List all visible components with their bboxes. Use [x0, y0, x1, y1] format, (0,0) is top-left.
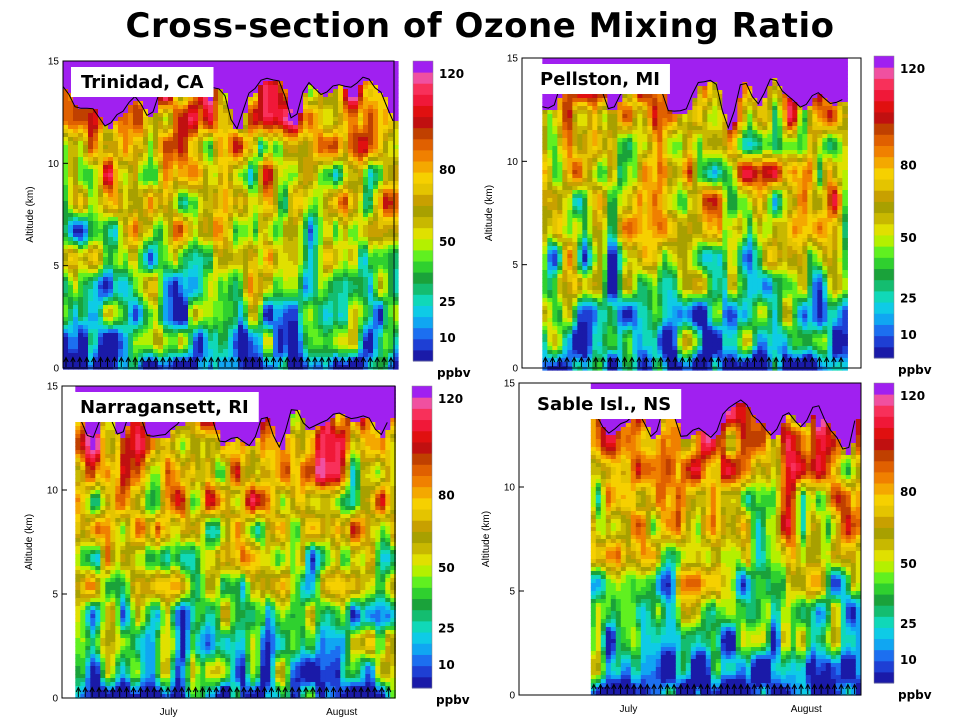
- y-tick-label: 15: [47, 382, 59, 393]
- y-tick-label: 0: [53, 364, 59, 375]
- colorbar-tick-label: 120: [438, 392, 463, 406]
- x-tick-label: August: [791, 704, 822, 715]
- y-tick-label: 10: [507, 157, 519, 168]
- x-tick-label: July: [620, 704, 638, 715]
- y-axis-label: Altitude (km): [25, 186, 36, 242]
- colorbar-tick-label: 80: [900, 485, 917, 499]
- site-label: Narragansett, RI: [70, 392, 259, 422]
- tropopause-line: [62, 76, 394, 130]
- y-tick-label: 5: [52, 590, 58, 601]
- colorbar-tick-label: 10: [900, 328, 917, 342]
- colorbar-tick-label: 25: [439, 295, 456, 309]
- colorbar-unit: ppbv: [437, 366, 471, 380]
- colorbar-tick-label: 120: [900, 62, 925, 76]
- y-tick-label: 5: [512, 260, 518, 271]
- colorbar-tick-label: 25: [900, 292, 917, 306]
- colorbar-tick-label: 25: [900, 617, 917, 631]
- colorbar-tick-label: 120: [900, 389, 925, 403]
- colorbar-tick-label: 80: [438, 489, 455, 503]
- x-tick-label: July: [160, 707, 178, 718]
- y-tick-label: 15: [507, 54, 519, 65]
- colorbar-unit: ppbv: [898, 363, 932, 377]
- ozone-field: [590, 383, 862, 696]
- site-label: Trinidad, CA: [71, 67, 214, 97]
- x-tick-label: August: [326, 707, 357, 718]
- site-label: Pellston, MI: [530, 64, 670, 94]
- colorbar-tick-label: 50: [439, 235, 456, 249]
- plot-frame: [61, 385, 396, 699]
- colorbar-tick-label: 80: [439, 163, 456, 177]
- y-tick-label: 10: [504, 483, 516, 494]
- y-axis-label: Altitude (km): [481, 511, 492, 567]
- sonde-launch-markers: [75, 686, 392, 697]
- colorbar-tick-label: 10: [438, 658, 455, 672]
- panel-4: 0 5 10 15 Altitude (km) July August Sable Isl.,…: [481, 379, 932, 716]
- y-tick-label: 10: [47, 486, 59, 497]
- colorbar-tick-label: 10: [439, 331, 456, 345]
- colorbar-unit: ppbv: [898, 688, 932, 702]
- colorbar-tick-label: 25: [438, 622, 455, 636]
- y-tick-label: 5: [53, 261, 59, 272]
- colorbar: 120 80 50 25 10 ppbv: [873, 382, 932, 702]
- panel-3: 0 5 10 15 Altitude (km) July August Narraganset…: [24, 382, 470, 719]
- y-tick-label: 15: [504, 379, 516, 390]
- y-tick-label: 15: [48, 57, 60, 68]
- sonde-launch-markers: [542, 356, 844, 367]
- colorbar: 120 80 50 25 10 ppbv: [873, 55, 932, 377]
- sonde-launch-markers: [63, 356, 394, 367]
- colorbar-tick-label: 10: [900, 653, 917, 667]
- colorbar: 120 80 50 25 10 ppbv: [412, 60, 471, 380]
- ozone-field: [75, 386, 396, 699]
- y-axis-label: Altitude (km): [24, 514, 35, 570]
- colorbar-tick-label: 50: [900, 557, 917, 571]
- y-tick-label: 0: [512, 364, 518, 375]
- colorbar-unit: ppbv: [436, 693, 470, 707]
- colorbar-tick-label: 80: [900, 159, 917, 173]
- y-tick-label: 0: [52, 694, 58, 705]
- y-tick-label: 0: [509, 691, 515, 702]
- main-title: Cross-section of Ozone Mixing Ratio: [125, 6, 835, 46]
- sonde-launch-markers: [591, 683, 858, 694]
- colorbar-tick-label: 50: [900, 231, 917, 245]
- y-tick-label: 10: [48, 159, 60, 170]
- colorbar: 120 80 50 25 10 ppbv: [411, 385, 470, 707]
- panel-2: 0 5 10 15 Altitude (km) Pellston, MI 120 80 50 25…: [484, 54, 932, 378]
- site-label: Sable Isl., NS: [527, 389, 682, 419]
- plot-frame: [521, 57, 862, 369]
- panel-1: 0 5 10 15 Altitude (km) Trinidad, CA 120 80 50 25…: [25, 57, 471, 381]
- colorbar-tick-label: 120: [439, 67, 464, 81]
- ozone-field: [542, 58, 848, 371]
- y-tick-label: 5: [509, 587, 515, 598]
- ozone-field: [63, 61, 399, 370]
- plot-frame: [62, 60, 395, 369]
- y-axis-label: Altitude (km): [484, 185, 495, 241]
- plot-frame: [518, 382, 862, 696]
- colorbar-tick-label: 50: [438, 561, 455, 575]
